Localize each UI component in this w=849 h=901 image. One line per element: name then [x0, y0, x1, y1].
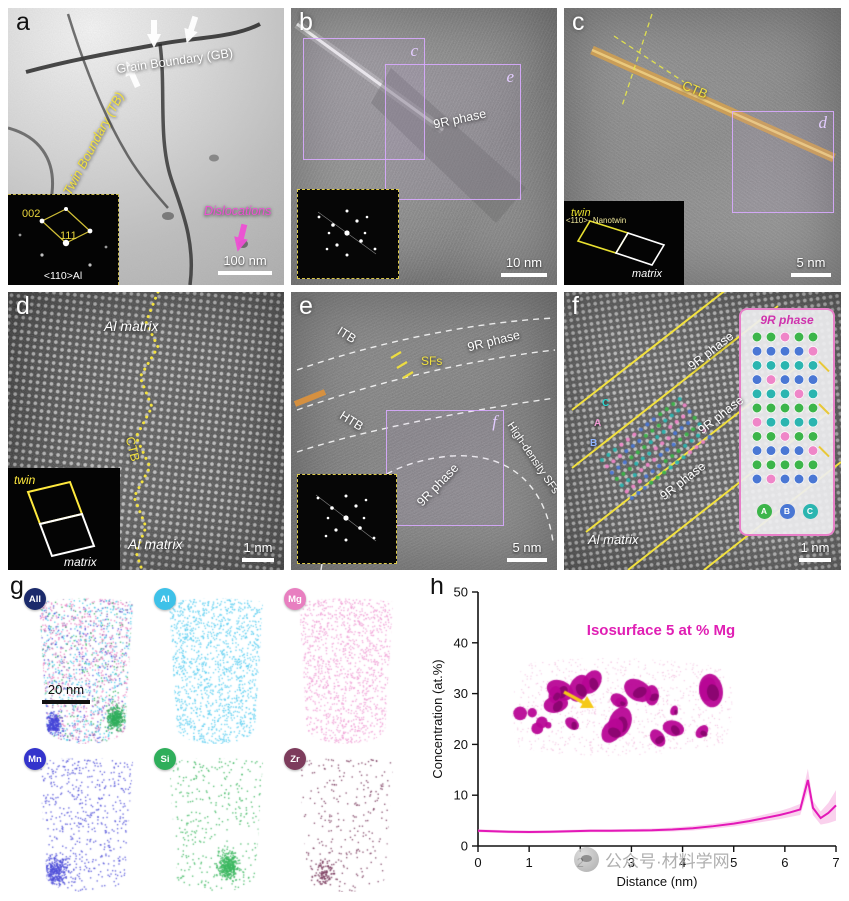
- dislocations-label: Dislocations: [204, 204, 272, 218]
- svg-text:20: 20: [454, 737, 468, 752]
- region-box-d: d: [732, 111, 834, 213]
- panel-letter: b: [299, 8, 313, 36]
- badge-al: Al: [154, 588, 176, 610]
- svg-text:0: 0: [474, 855, 481, 870]
- panel-letter: d: [16, 292, 30, 320]
- isosurface-annotation: Isosurface 5 at % Mg: [586, 622, 736, 639]
- sfs-label: SFs: [421, 354, 443, 368]
- panel-h-concentration-chart: h 0123456701020304050Distance (nm)Concen…: [428, 578, 849, 895]
- spot-111-label: 111: [60, 230, 77, 242]
- panel-a-tem-overview: a Grain Boundary (GB) Twin Boundary (TB)…: [8, 8, 284, 285]
- fft-inset: [297, 474, 397, 564]
- matrix-label: matrix: [64, 555, 98, 569]
- dislocation-arrow-icon: [234, 223, 248, 252]
- inset-title: 9R phase: [760, 313, 814, 327]
- twin-matrix-inset: twin matrix <110>- Nanotwin: [564, 201, 684, 285]
- site-label-a: A: [594, 418, 602, 429]
- stacking-circles: [751, 331, 830, 485]
- isosurface-inset-image: [494, 644, 744, 774]
- apt-map-mg: [290, 596, 402, 744]
- badge-all: All: [24, 588, 46, 610]
- badge-mg: Mg: [284, 588, 306, 610]
- svg-text:1: 1: [526, 855, 533, 870]
- watermark-text: 公众号·材料学网: [605, 852, 730, 871]
- apt-map-si: [160, 756, 272, 892]
- scale-bar: 5 nm: [507, 540, 547, 562]
- panel-letter: f: [572, 292, 579, 320]
- al-matrix-label: Al matrix: [588, 532, 639, 547]
- svg-text:3: 3: [628, 855, 635, 870]
- scale-bar: 20 nm: [42, 682, 90, 704]
- apt-map-al: [160, 596, 272, 744]
- panel-c-hrtem-ctb: c CTB d twin matrix <110>- Nanotwin 5 nm: [564, 8, 841, 285]
- panel-f-atomic-9r: f 9R phase 9R phase 9R phase C A B Al ma…: [564, 292, 841, 570]
- panel-d-atomic-ctb: d Al matrix CTB Al matrix twin matrix 1 …: [8, 292, 284, 570]
- al-matrix-top-label: Al matrix: [104, 318, 159, 334]
- scale-bar: 1 nm: [242, 540, 274, 562]
- svg-text:40: 40: [454, 635, 468, 650]
- region-e-label: e: [506, 67, 514, 86]
- svg-text:10: 10: [454, 788, 468, 803]
- svg-text:7: 7: [832, 855, 839, 870]
- region-c-label: c: [410, 41, 418, 60]
- svg-text:4: 4: [679, 855, 686, 870]
- region-d-label: d: [818, 113, 828, 132]
- fft-inset: [297, 189, 399, 279]
- diffraction-inset: 002 111 <110>Al: [8, 194, 119, 285]
- panel-letter: g: [10, 578, 24, 600]
- svg-text:5: 5: [730, 855, 737, 870]
- svg-text:30: 30: [454, 686, 468, 701]
- region-box-e: e: [385, 64, 521, 200]
- panel-letter: a: [16, 8, 30, 36]
- panel-b-hrtem: b c e 9R phase 10 nm: [291, 8, 557, 285]
- svg-text:Concentration (at.%): Concentration (at.%): [430, 659, 445, 778]
- line-chart: 0123456701020304050Distance (nm)Concentr…: [430, 585, 840, 890]
- spot-002-label: 002: [22, 208, 40, 220]
- panel-g-apt-maps: g All Al Mg Mn Si Zr 20 nm: [8, 578, 420, 895]
- panel-e-hrtem-9r: e ITB SFs 9R phase HTB f 9R phase High-d…: [291, 292, 557, 570]
- legend-c-chip: C: [802, 503, 818, 519]
- badge-si: Si: [154, 748, 176, 770]
- legend-b-chip: B: [779, 503, 795, 519]
- apt-map-all: [30, 596, 142, 744]
- zone-axis-label: <110>- Nanotwin: [566, 216, 626, 225]
- region-f-label: f: [492, 412, 497, 431]
- panel-letter: h: [430, 578, 444, 600]
- panel-letter: e: [299, 292, 313, 320]
- badge-mn: Mn: [24, 748, 46, 770]
- scale-bar: 10 nm: [501, 255, 547, 277]
- twin-matrix-inset: twin matrix: [8, 468, 120, 570]
- svg-text:0: 0: [461, 839, 468, 854]
- watermark-logo-icon: [574, 847, 599, 872]
- svg-text:6: 6: [781, 855, 788, 870]
- twin-label: twin: [14, 473, 36, 487]
- badge-zr: Zr: [284, 748, 306, 770]
- panel-letter: c: [572, 8, 585, 36]
- matrix-label: matrix: [632, 268, 662, 280]
- site-label-b: B: [590, 438, 598, 449]
- apt-map-mn: [30, 756, 142, 892]
- scale-bar: 1 nm: [799, 540, 831, 562]
- site-label-c: C: [602, 398, 610, 409]
- legend-a-chip: A: [756, 503, 772, 519]
- svg-text:50: 50: [454, 585, 468, 600]
- watermark: 公众号·材料学网: [574, 847, 730, 872]
- al-matrix-bottom-label: Al matrix: [128, 536, 183, 552]
- zone-axis-label: <110>Al: [44, 270, 82, 282]
- apt-map-zr: [290, 756, 402, 892]
- scale-bar: 100 nm: [218, 253, 272, 275]
- svg-text:Distance (nm): Distance (nm): [617, 874, 698, 889]
- scale-bar: 5 nm: [791, 255, 831, 277]
